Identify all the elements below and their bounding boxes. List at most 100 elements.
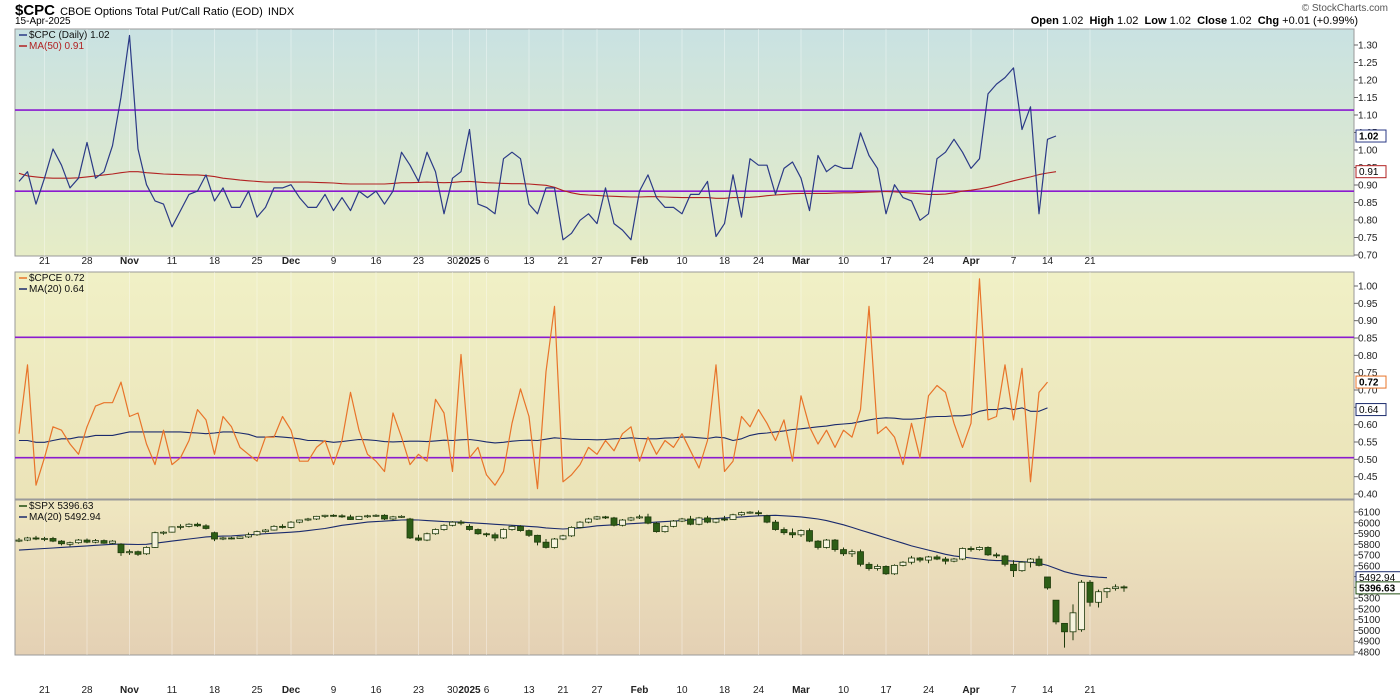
y-tick-label: 5200 — [1358, 604, 1381, 615]
x-tick-label: 11 — [167, 256, 178, 267]
candle-up — [66, 542, 74, 545]
last-value-box — [1355, 375, 1387, 389]
candle-up — [848, 551, 856, 555]
y-tick-label: 1.15 — [1358, 93, 1378, 104]
x-tick-label: 21 — [1084, 685, 1096, 696]
candle-up — [1069, 612, 1077, 633]
close-value: 1.02 — [1230, 15, 1252, 27]
candle-up — [296, 519, 303, 523]
x-tick-label: 23 — [413, 256, 425, 267]
legend-label: MA(50) 0.91 — [29, 41, 84, 52]
y-tick-label: 0.90 — [1358, 316, 1378, 327]
candle-down — [517, 525, 524, 531]
candle-down — [117, 543, 125, 554]
x-tick-label: 18 — [209, 256, 221, 267]
candle-down — [865, 563, 873, 569]
y-tick-label: 1.00 — [1358, 282, 1378, 293]
last-value-box — [1355, 129, 1387, 143]
candle-down — [831, 539, 839, 550]
candle-down — [814, 540, 822, 548]
chart-title: $CPC CBOE Options Total Put/Call Ratio (… — [15, 2, 294, 19]
candle-down — [279, 525, 286, 528]
x-tick-label: 18 — [719, 685, 731, 696]
candle-up — [576, 521, 584, 528]
last-value-label: 0.64 — [1359, 405, 1379, 416]
y-tick-label: 6000 — [1358, 518, 1381, 529]
description-label: CBOE Options Total Put/Call Ratio (EOD) — [60, 6, 263, 18]
candle-up — [661, 525, 669, 533]
y-tick-label: 4800 — [1358, 648, 1381, 659]
candle-up — [432, 529, 439, 535]
candle-up — [559, 535, 567, 540]
last-value-label: 5396.63 — [1359, 583, 1396, 594]
candle-up — [874, 566, 881, 569]
candle-down — [1120, 586, 1128, 589]
candle-up — [168, 526, 176, 533]
candle-down — [134, 551, 142, 555]
candle-up — [1078, 581, 1085, 631]
last-value-label: 1.02 — [1359, 132, 1379, 143]
x-tick-label: 28 — [81, 685, 93, 696]
candle-up — [797, 530, 805, 536]
candle-down — [1052, 599, 1060, 623]
candle-down — [1086, 581, 1094, 603]
candle-down — [1061, 622, 1068, 633]
x-tick-label: 28 — [81, 256, 93, 267]
candle-up — [160, 531, 167, 534]
candle-down — [704, 517, 711, 523]
panel-3-background — [14, 499, 1355, 656]
candle-down — [602, 516, 609, 519]
y-tick-label: 5700 — [1358, 551, 1381, 562]
candle-up — [712, 518, 720, 523]
candle-down — [882, 566, 890, 575]
x-tick-label: Dec — [282, 685, 301, 696]
candle-down — [347, 516, 354, 520]
candle-up — [508, 525, 516, 530]
candle-up — [670, 520, 677, 527]
candle-down — [857, 551, 864, 565]
x-tick-label: 7 — [1011, 256, 1017, 267]
candle-down — [525, 530, 533, 536]
x-tick-label: 14 — [1042, 685, 1054, 696]
y-tick-label: 0.55 — [1358, 438, 1378, 449]
y-tick-label: 1.30 — [1358, 41, 1378, 52]
y-tick-label: 0.75 — [1358, 233, 1378, 244]
x-tick-label: 7 — [1011, 685, 1017, 696]
high-value: 1.02 — [1116, 15, 1139, 27]
x-tick-label: 27 — [591, 685, 603, 696]
x-tick-label: 27 — [591, 256, 603, 267]
legend-label: MA(20) 5492.94 — [29, 512, 101, 523]
last-value-box — [1355, 581, 1400, 595]
legend-label: MA(20) 0.64 — [29, 284, 84, 295]
y-tick-label: 0.90 — [1358, 181, 1378, 192]
candle-up — [908, 557, 915, 563]
candle-up — [372, 514, 380, 517]
y-tick-label: 4900 — [1358, 637, 1381, 648]
candle-up — [126, 551, 133, 554]
candle-down — [967, 548, 975, 550]
candle-up — [304, 518, 312, 521]
candle-up — [568, 527, 575, 537]
legend-label: $SPX 5396.63 — [29, 501, 94, 512]
y-tick-label: 5300 — [1358, 594, 1381, 605]
x-tick-label: Nov — [120, 256, 139, 267]
x-tick-label: 10 — [838, 685, 850, 696]
candle-up — [287, 521, 295, 528]
y-tick-label: 0.50 — [1358, 455, 1378, 466]
x-tick-label: Dec — [282, 256, 301, 267]
candle-down — [202, 525, 210, 529]
candle-up — [177, 525, 184, 528]
candle-up — [313, 515, 320, 520]
x-tick-label: 13 — [523, 685, 535, 696]
candle-down — [483, 533, 490, 536]
legend-label: $CPC (Daily) 1.02 — [29, 30, 110, 41]
brand-label: © StockCharts.com — [1301, 3, 1388, 14]
candle-up — [245, 534, 252, 538]
candle-down — [491, 534, 499, 539]
candle-down — [755, 512, 762, 515]
candle-up — [236, 536, 244, 539]
candle-up — [950, 558, 958, 562]
y-tick-label: 1.25 — [1358, 58, 1378, 69]
candle-down — [542, 541, 550, 548]
